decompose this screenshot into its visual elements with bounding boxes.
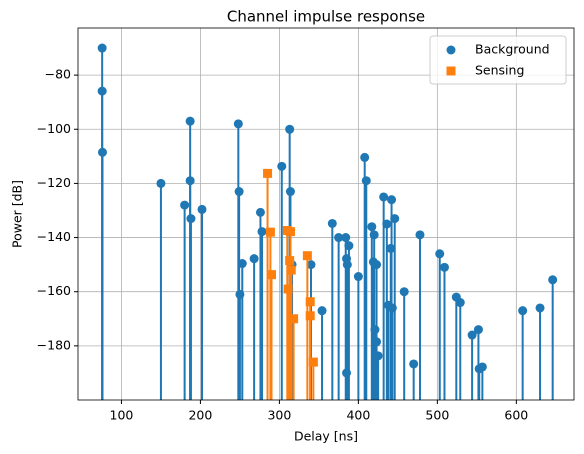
marker (283, 284, 293, 294)
y-tick-label: −140 (37, 229, 71, 244)
legend-label: Sensing (475, 63, 524, 78)
marker (439, 262, 449, 272)
x-tick-label: 400 (346, 408, 370, 423)
marker (477, 362, 487, 372)
marker (361, 176, 371, 186)
x-tick-label: 500 (425, 408, 449, 423)
marker (257, 227, 267, 237)
marker (197, 204, 207, 214)
marker (306, 260, 316, 270)
marker (97, 147, 107, 157)
marker (372, 260, 382, 270)
marker (409, 359, 419, 369)
marker (467, 330, 477, 340)
marker (302, 251, 312, 261)
marker (370, 325, 380, 335)
marker (379, 192, 389, 202)
marker (548, 275, 558, 285)
marker (334, 233, 344, 243)
legend: Background Sensing (429, 35, 567, 85)
marker (317, 306, 327, 316)
marker (234, 187, 244, 197)
x-axis-label: Delay [ns] (294, 429, 358, 444)
marker (249, 254, 259, 264)
x-tick-label: 100 (110, 408, 134, 423)
x-tick-label: 300 (267, 408, 291, 423)
y-tick-label: −100 (37, 121, 71, 136)
marker (285, 227, 295, 237)
legend-label: Background (475, 42, 550, 57)
marker (415, 230, 425, 240)
marker (233, 119, 243, 129)
marker (180, 200, 190, 210)
marker (285, 187, 295, 197)
marker (342, 368, 352, 378)
marker (369, 230, 379, 240)
marker (446, 66, 456, 76)
marker (255, 207, 265, 217)
marker (156, 178, 166, 188)
marker (327, 218, 337, 228)
marker (237, 259, 247, 269)
marker (518, 306, 528, 316)
marker (535, 303, 545, 313)
marker (305, 297, 315, 307)
x-tick-label: 200 (188, 408, 212, 423)
marker (289, 314, 299, 324)
marker (446, 45, 456, 55)
marker (344, 241, 354, 251)
series (263, 168, 318, 400)
marker (390, 214, 400, 224)
y-tick-label: −180 (37, 337, 71, 352)
y-tick-label: −160 (37, 283, 71, 298)
marker (97, 86, 107, 96)
y-axis-label: Power [dB] (10, 180, 25, 248)
y-tick-label: −80 (45, 67, 71, 82)
plot-frame (77, 27, 575, 401)
marker (267, 270, 277, 280)
x-tick-label: 600 (504, 408, 528, 423)
marker (360, 152, 370, 162)
chart-title: Channel impulse response (227, 8, 425, 26)
marker (367, 222, 377, 232)
marker (185, 176, 195, 186)
marker (285, 124, 295, 134)
marker (265, 227, 275, 237)
marker (341, 233, 351, 243)
marker (286, 265, 296, 275)
marker (186, 214, 196, 224)
legend-box (429, 35, 567, 85)
marker (308, 357, 318, 367)
y-tick-label: −120 (37, 175, 71, 190)
marker (353, 272, 363, 282)
marker (373, 351, 383, 361)
marker (399, 287, 409, 297)
series (97, 43, 558, 400)
marker (455, 298, 465, 308)
marker (382, 219, 392, 229)
marker (435, 249, 445, 259)
marker (277, 161, 287, 171)
marker (387, 195, 397, 205)
marker (473, 325, 483, 335)
marker (97, 43, 107, 53)
marker (305, 311, 315, 321)
marker (342, 260, 352, 270)
marker (263, 168, 273, 178)
marker (185, 116, 195, 126)
